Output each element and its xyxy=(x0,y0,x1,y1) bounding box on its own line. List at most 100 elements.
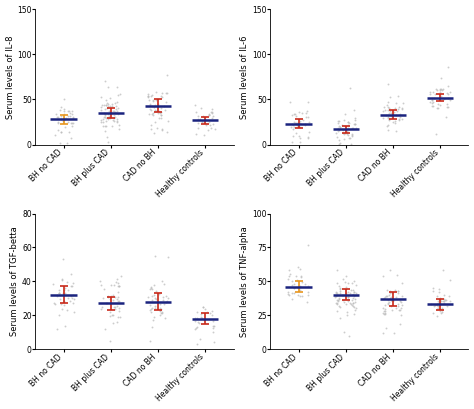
Point xyxy=(99,119,107,126)
Point xyxy=(436,89,443,96)
Y-axis label: Serum levels of TGF-betta: Serum levels of TGF-betta xyxy=(10,227,19,336)
Point xyxy=(349,290,356,297)
Point xyxy=(340,131,347,137)
Point xyxy=(208,110,216,116)
Point xyxy=(292,120,300,127)
Point xyxy=(64,108,71,115)
Point xyxy=(103,300,110,307)
Point xyxy=(148,306,155,313)
Point xyxy=(291,290,298,296)
Point xyxy=(102,97,109,103)
Point xyxy=(192,108,200,115)
Point xyxy=(394,302,402,309)
Point xyxy=(295,109,302,116)
Point xyxy=(60,110,67,117)
Point xyxy=(159,309,166,315)
Point xyxy=(158,278,166,284)
Point xyxy=(65,129,73,136)
Point xyxy=(287,124,294,130)
Point xyxy=(148,110,156,117)
Point xyxy=(68,122,76,129)
Point xyxy=(351,115,358,121)
Point xyxy=(57,292,64,298)
Point xyxy=(344,119,352,125)
Y-axis label: Serum levels of IL-8: Serum levels of IL-8 xyxy=(6,35,15,119)
Point xyxy=(208,115,216,121)
Point xyxy=(52,132,59,139)
Point xyxy=(296,293,304,299)
Point xyxy=(384,122,392,128)
Point xyxy=(164,297,171,304)
Point xyxy=(69,299,76,306)
Point xyxy=(342,272,349,279)
Point xyxy=(54,127,62,133)
Point xyxy=(108,101,116,107)
Point xyxy=(429,284,437,291)
Point xyxy=(55,290,63,297)
Point xyxy=(382,324,390,331)
Point xyxy=(384,99,392,106)
Point xyxy=(147,284,155,291)
Point xyxy=(428,102,436,109)
Point xyxy=(60,106,67,112)
Point xyxy=(429,88,437,95)
Point xyxy=(349,295,356,302)
Point xyxy=(201,116,209,123)
Point xyxy=(294,123,302,130)
Point xyxy=(208,308,216,314)
Point xyxy=(302,114,310,120)
Point xyxy=(434,300,442,307)
Point xyxy=(336,295,343,302)
Point xyxy=(433,306,441,312)
Point xyxy=(346,286,354,293)
Point xyxy=(305,291,312,298)
Point xyxy=(393,272,401,279)
Point xyxy=(333,307,340,314)
Point xyxy=(437,92,444,99)
Point xyxy=(443,100,451,107)
Point xyxy=(202,121,210,128)
Point xyxy=(350,289,358,295)
Point xyxy=(159,294,167,300)
Point xyxy=(66,110,73,116)
Point xyxy=(163,293,170,299)
Point xyxy=(156,312,164,319)
Point xyxy=(103,104,110,111)
Point xyxy=(294,292,302,298)
Point xyxy=(149,324,156,330)
Point xyxy=(334,120,341,126)
Point xyxy=(193,309,201,315)
Point xyxy=(346,300,353,306)
Point xyxy=(430,303,438,310)
Point xyxy=(146,307,154,313)
Point xyxy=(98,306,105,312)
Point xyxy=(151,303,158,310)
Point xyxy=(390,330,398,336)
Point xyxy=(109,292,117,299)
Point xyxy=(351,296,359,303)
Point xyxy=(56,107,64,114)
Point xyxy=(428,97,436,103)
Point xyxy=(438,87,446,93)
Point xyxy=(384,106,392,113)
Point xyxy=(112,279,120,286)
Point xyxy=(69,120,77,126)
Point xyxy=(155,108,163,114)
Point xyxy=(147,126,155,133)
Point xyxy=(210,323,217,329)
Point xyxy=(162,99,169,105)
Point xyxy=(195,319,202,326)
Point xyxy=(55,287,63,293)
Point xyxy=(386,108,394,115)
Point xyxy=(433,104,441,111)
Point xyxy=(148,284,155,290)
Point xyxy=(396,298,404,305)
Point xyxy=(64,294,72,301)
Point xyxy=(352,299,359,305)
Point xyxy=(296,287,303,294)
Point xyxy=(111,100,119,106)
Point xyxy=(104,84,111,91)
Point xyxy=(54,119,62,125)
Point xyxy=(151,314,158,320)
Point xyxy=(336,118,343,124)
